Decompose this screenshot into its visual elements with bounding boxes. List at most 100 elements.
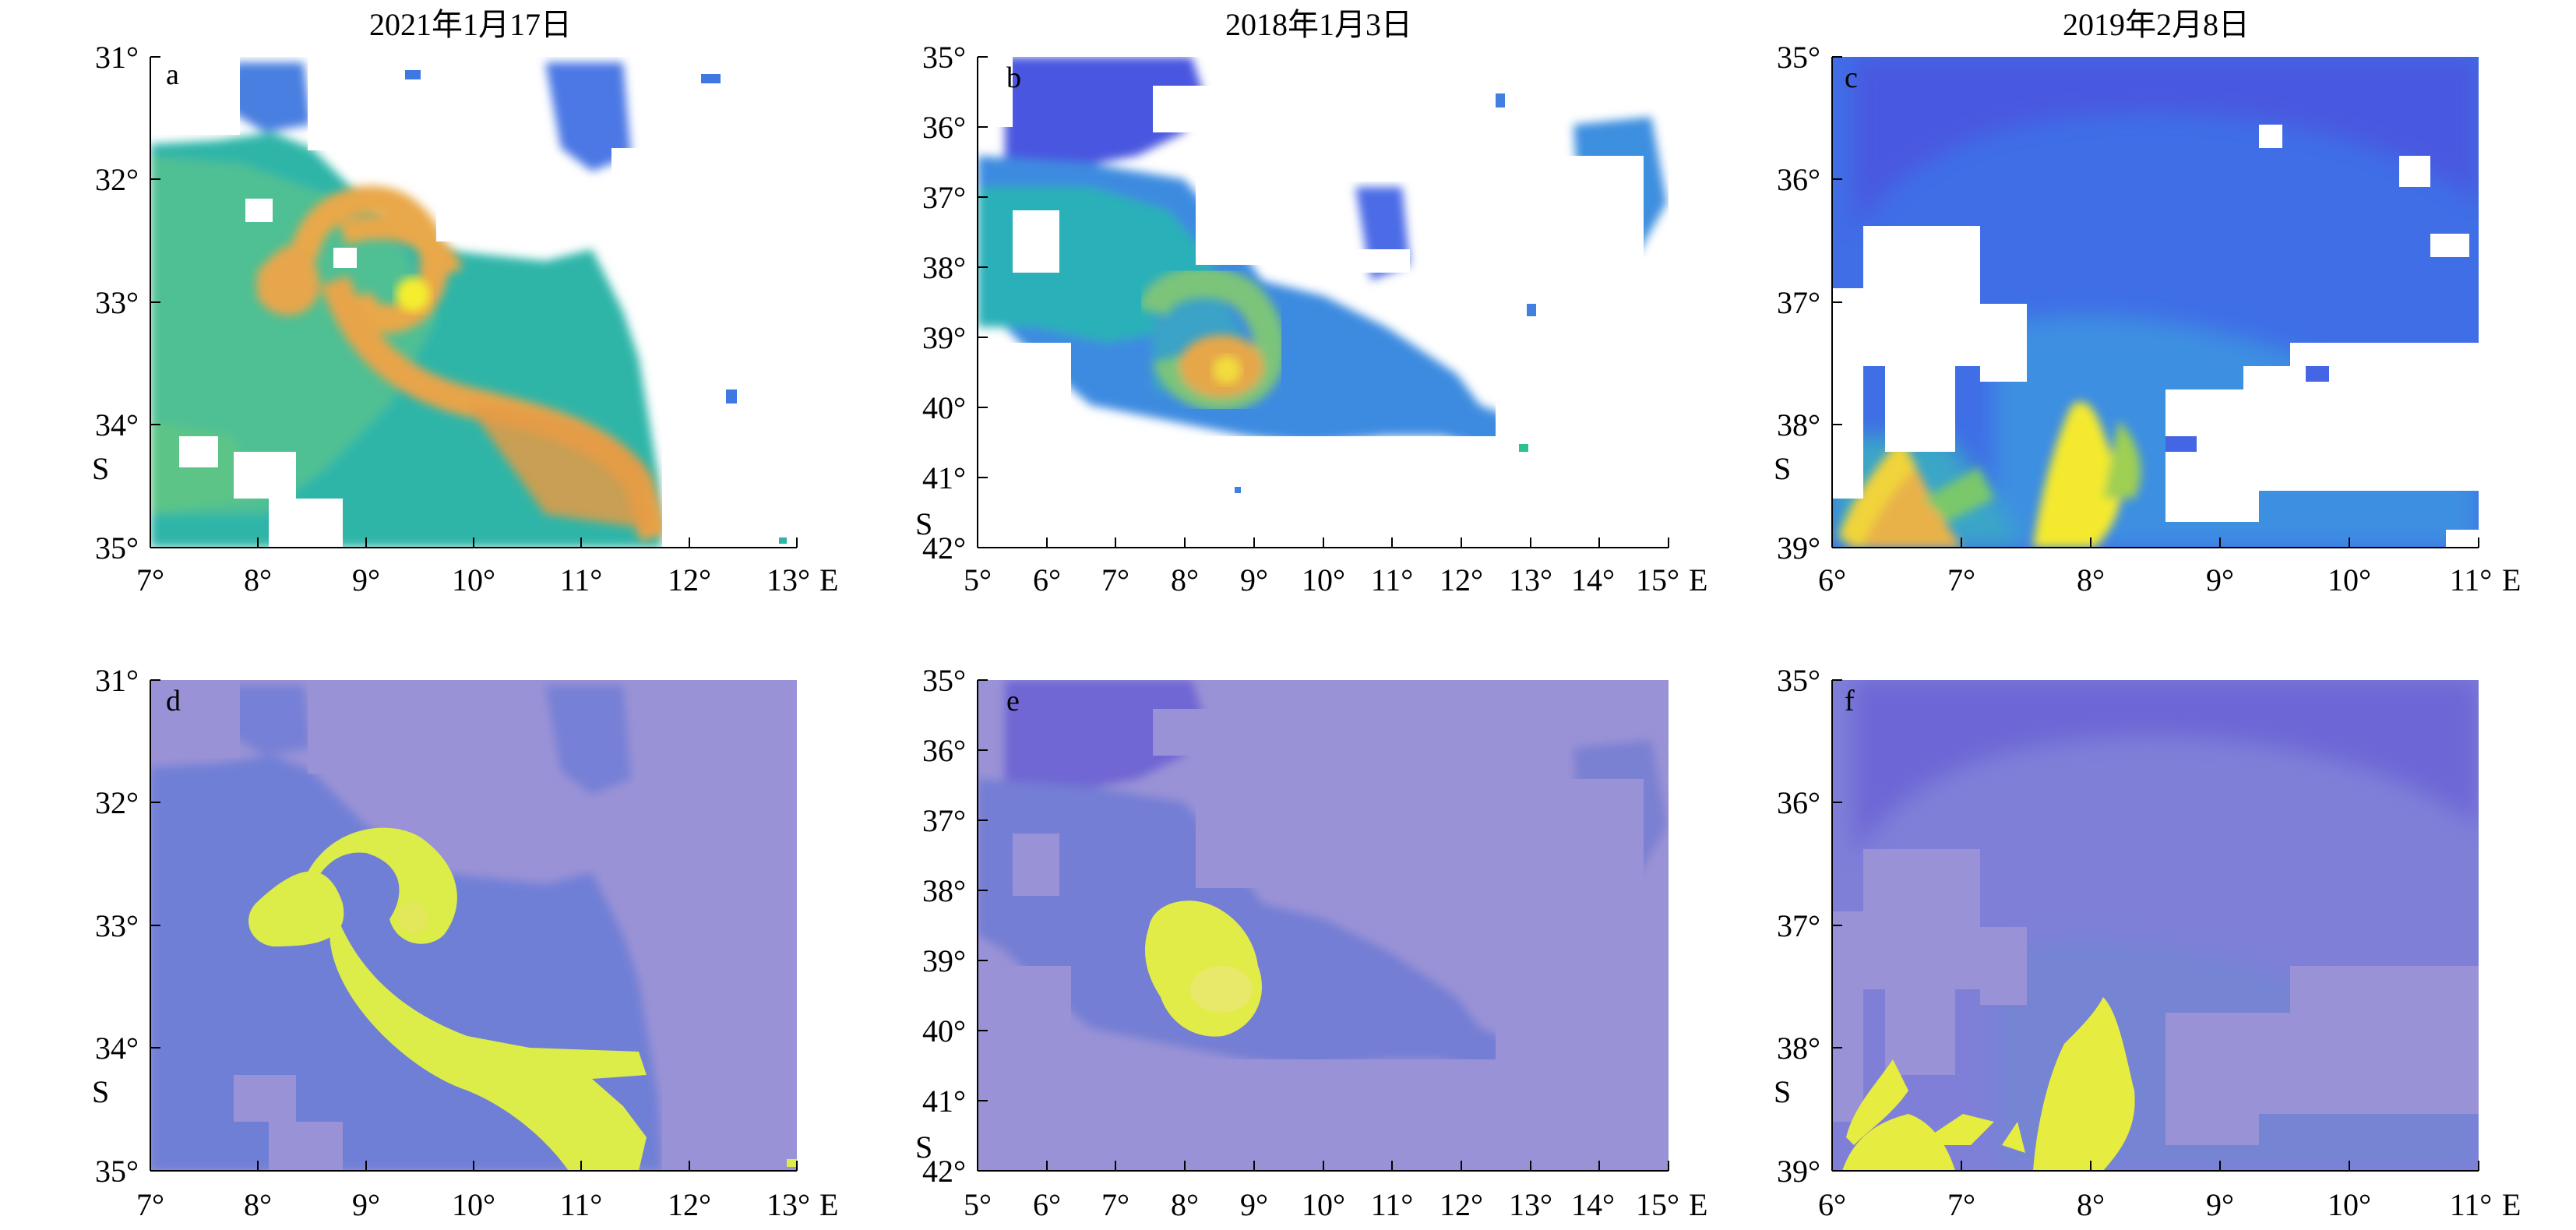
panel-e-axes: 35° 36° 37° 38° 39° 40° 41° 42° S 5° 6° … — [915, 663, 1707, 1222]
panel-e-lon-tick: 13° — [1509, 1187, 1552, 1222]
panel-f-lat-tick: 36° — [1777, 785, 1820, 820]
panel-d-lon-tick: 8° — [244, 1187, 272, 1222]
panel-c-lon-unit: E — [2502, 562, 2521, 597]
panel-c-lon-tick: 9° — [2206, 562, 2234, 597]
panel-b-lon-tick: 15° — [1636, 562, 1679, 597]
panel-d-lon-unit: E — [819, 1187, 838, 1222]
panel-b-lat-tick: 41° — [922, 460, 966, 495]
panel-e-lat-tick: 35° — [922, 663, 966, 698]
panel-a-map: a — [150, 57, 797, 548]
title-col-3: 2019年2月8日 — [2063, 7, 2250, 42]
panel-b-lat-unit: S — [915, 506, 932, 541]
panel-c-lat-tick: 37° — [1777, 285, 1820, 320]
panel-a-lat-unit: S — [92, 451, 109, 486]
panel-b-lon-tick: 8° — [1171, 562, 1199, 597]
panel-f-lat-tick: 38° — [1777, 1031, 1820, 1066]
panel-d-lon-tick: 7° — [136, 1187, 164, 1222]
panel-e-lat-unit: S — [915, 1130, 932, 1165]
panel-d-label: d — [166, 685, 181, 717]
panel-c-axes: 35° 36° 37° 38° 39° S 6° 7° 8° 9° 10° 11… — [1774, 40, 2521, 597]
panel-a-lat-tick: 32° — [95, 162, 139, 197]
panel-e-lon-tick: 11° — [1371, 1187, 1414, 1222]
panel-b-lat-tick: 37° — [922, 180, 966, 215]
panel-c-lon-tick: 11° — [2450, 562, 2493, 597]
panel-b-lon-tick: 10° — [1302, 562, 1345, 597]
panel-c-lat-tick: 35° — [1777, 40, 1820, 75]
panel-e-lat-tick: 41° — [922, 1084, 966, 1119]
panel-b-lat-tick: 42° — [922, 530, 966, 566]
panel-f-lon-tick: 6° — [1818, 1187, 1846, 1222]
panel-f-lat-tick: 39° — [1777, 1154, 1820, 1189]
panel-d-map: d — [150, 680, 797, 1172]
panel-a-lat-tick: 34° — [95, 407, 139, 442]
panel-a-lat-tick: 31° — [95, 40, 139, 75]
panel-b-lat-tick: 36° — [922, 110, 966, 145]
panel-e-lat-tick: 42° — [922, 1154, 966, 1189]
panel-d-lat-unit: S — [92, 1074, 109, 1109]
panel-c-lon-tick: 6° — [1818, 562, 1846, 597]
panel-f-lat-tick: 35° — [1777, 663, 1820, 698]
panel-d-lat-tick: 31° — [95, 663, 139, 698]
panel-d-axes: 31° 32° 33° 34° 35° S 7° 8° 9° 10° 11° 1… — [92, 663, 838, 1222]
panel-a-lon-tick: 13° — [766, 562, 810, 597]
panel-d-lon-tick: 13° — [766, 1187, 810, 1222]
panel-d-lon-tick: 10° — [452, 1187, 495, 1222]
panel-f-lon-tick: 10° — [2328, 1187, 2371, 1222]
panel-b-lat-tick: 40° — [922, 390, 966, 425]
panel-b-label: b — [1006, 62, 1021, 94]
panel-f-lon-unit: E — [2502, 1187, 2521, 1222]
panel-d-lat-tick: 35° — [95, 1154, 139, 1189]
panel-e-lat-tick: 37° — [922, 803, 966, 838]
panel-e-lon-tick: 12° — [1440, 1187, 1483, 1222]
panel-b-lon-tick: 5° — [964, 562, 992, 597]
panel-e-lat-tick: 39° — [922, 943, 966, 978]
panel-a-lon-tick: 9° — [352, 562, 380, 597]
panel-f-label: f — [1845, 685, 1855, 717]
panel-b-lon-unit: E — [1689, 562, 1707, 597]
panel-f-lon-tick: 8° — [2077, 1187, 2105, 1222]
panel-c-lat-unit: S — [1774, 451, 1791, 486]
panel-e-lon-unit: E — [1689, 1187, 1707, 1222]
panel-c-map: c — [1831, 57, 2479, 548]
panel-c-lat-tick: 36° — [1777, 162, 1820, 197]
panel-a-label: a — [166, 58, 179, 91]
panel-a-lat-tick: 33° — [95, 285, 139, 320]
panel-a-lon-tick: 8° — [244, 562, 272, 597]
panel-e-lat-tick: 38° — [922, 873, 966, 908]
panel-d-lat-tick: 33° — [95, 908, 139, 943]
panel-d-lon-tick: 9° — [352, 1187, 380, 1222]
panel-f-lon-tick: 7° — [1947, 1187, 1975, 1222]
panel-f-lon-tick: 11° — [2450, 1187, 2493, 1222]
panel-e-lon-tick: 5° — [964, 1187, 992, 1222]
panel-e-lon-tick: 15° — [1636, 1187, 1679, 1222]
panel-e-lon-tick: 8° — [1171, 1187, 1199, 1222]
panel-e-lon-tick: 14° — [1571, 1187, 1615, 1222]
panel-b-lon-tick: 14° — [1571, 562, 1615, 597]
panel-c-lon-tick: 10° — [2328, 562, 2371, 597]
panel-a-lon-unit: E — [819, 562, 838, 597]
panel-f-axes: 35° 36° 37° 38° 39° S 6° 7° 8° 9° 10° 11… — [1774, 663, 2521, 1222]
panel-e-lon-tick: 10° — [1302, 1187, 1345, 1222]
panel-e-map: e — [977, 680, 1669, 1172]
panel-d-lon-tick: 11° — [560, 1187, 603, 1222]
panel-c-label: c — [1845, 62, 1858, 94]
title-col-1: 2021年1月17日 — [369, 7, 572, 42]
panel-e-label: e — [1006, 685, 1020, 717]
panel-f-lon-tick: 9° — [2206, 1187, 2234, 1222]
panel-f-map: f — [1831, 680, 2479, 1172]
panel-a-lon-tick: 10° — [452, 562, 495, 597]
panel-b-lat-tick: 35° — [922, 40, 966, 75]
panel-b-lon-tick: 9° — [1240, 562, 1268, 597]
panel-e-lat-tick: 36° — [922, 733, 966, 768]
panel-a-lon-tick: 11° — [560, 562, 603, 597]
panel-c-lon-tick: 8° — [2077, 562, 2105, 597]
panel-a-lon-tick: 7° — [136, 562, 164, 597]
panel-b-lat-tick: 38° — [922, 250, 966, 285]
panel-e-lon-tick: 6° — [1033, 1187, 1061, 1222]
panel-f-lat-tick: 37° — [1777, 908, 1820, 943]
panel-a-axes: 31° 32° 33° 34° 35° S 7° 8° 9° 10° 11° 1… — [92, 40, 838, 597]
title-col-2: 2018年1月3日 — [1225, 7, 1412, 42]
panel-d-lon-tick: 12° — [668, 1187, 711, 1222]
panel-c-lat-tick: 38° — [1777, 407, 1820, 442]
